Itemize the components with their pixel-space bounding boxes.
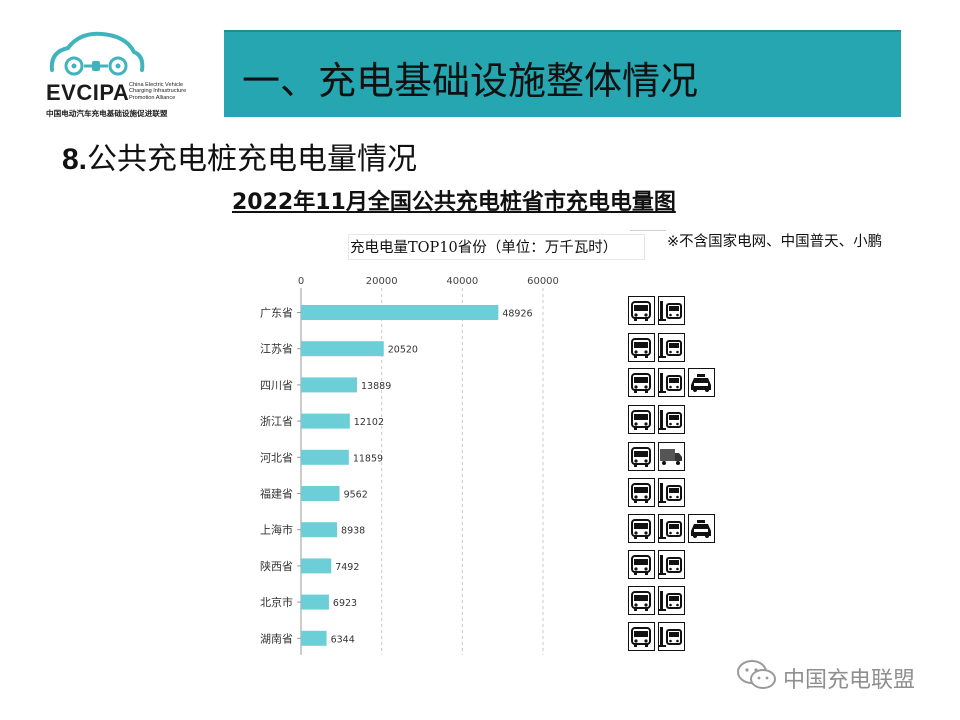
bus-icon (628, 550, 655, 579)
category-label: 北京市 (260, 595, 293, 609)
category-label: 陕西省 (260, 559, 293, 573)
truck-icon (658, 442, 685, 471)
data-label: 48926 (502, 309, 532, 320)
evcipa-logo: EVCIPA China Electric Vehicle Charging I… (46, 28, 196, 120)
logo-cn-name: 中国电动汽车充电基础设施促进联盟 (46, 109, 168, 118)
station-bus-icon (658, 622, 685, 651)
bar (301, 594, 329, 610)
bus-icon (628, 514, 655, 543)
station-bus-icon (658, 514, 685, 543)
bar (301, 413, 350, 429)
footnote: ※不含国家电网、中国普天、小鹏 (667, 234, 883, 250)
page-title: 一、充电基础设施整体情况 (242, 59, 699, 103)
category-label: 广东省 (260, 307, 293, 320)
bus-icon (628, 478, 655, 507)
wechat-icon (737, 660, 776, 689)
vehicle-icons (628, 292, 728, 654)
bus-icon (628, 333, 655, 362)
bar (301, 558, 332, 574)
data-label: 8938 (341, 526, 365, 537)
category-label: 福建省 (260, 487, 293, 501)
data-label: 6344 (331, 634, 355, 645)
bar (301, 305, 499, 320)
bar (301, 377, 358, 393)
bus-icon (628, 296, 655, 325)
bus-icon (628, 368, 655, 397)
category-label: 四川省 (260, 379, 293, 392)
tick-label: 20000 (366, 276, 398, 287)
bar (301, 341, 384, 357)
data-label: 13889 (361, 381, 391, 392)
ev-car-logo-icon (49, 31, 145, 76)
plot-title: 充电电量TOP10省份（单位：万千瓦时） (350, 240, 618, 256)
data-label: 12102 (354, 417, 384, 428)
section-title-text: 公共充电桩充电电量情况 (87, 142, 418, 177)
chart-title: 2022年11月全国公共充电桩省市充电电量图 (232, 190, 676, 215)
station-bus-icon (658, 478, 685, 507)
data-label: 20520 (388, 345, 418, 356)
station-bus-icon (658, 586, 685, 615)
bar (301, 522, 338, 538)
category-label: 湖南省 (260, 632, 293, 645)
plot-title-frame (348, 234, 645, 260)
tick-label: 0 (298, 276, 304, 287)
data-label: 6923 (333, 598, 357, 609)
logo-tagline: China Electric Vehicle Charging Infrastr… (129, 82, 187, 101)
watermark-text: 中国充电联盟 (783, 668, 916, 693)
taxi-icon (688, 368, 715, 397)
bar (301, 486, 340, 501)
category-label: 浙江省 (260, 415, 293, 428)
bus-icon (628, 622, 655, 651)
logo-wordmark: EVCIPA (46, 80, 130, 105)
tick-label: 60000 (527, 276, 559, 287)
station-bus-icon (658, 296, 685, 325)
station-bus-icon (658, 333, 685, 362)
data-label: 7492 (335, 562, 359, 573)
header-banner: 一、充电基础设施整体情况 (224, 30, 901, 117)
tick-label: 40000 (446, 276, 478, 287)
station-bus-icon (658, 368, 685, 397)
bar-chart-svg: 0 20000 40000 60000 广东省 48926 江苏省 20520 四川省 13889… (260, 276, 559, 655)
bus-icon (628, 405, 655, 434)
bus-icon (628, 442, 655, 471)
taxi-icon (688, 514, 715, 543)
watermark: 中国充电联盟 (735, 658, 935, 694)
category-label: 上海市 (260, 523, 293, 537)
bar-chart: 充电电量TOP10省份（单位：万千瓦时） 0 20000 40000 60000 广东省… (240, 230, 645, 660)
section-title: 8.公共充电桩充电电量情况 (62, 134, 417, 178)
bar (301, 630, 327, 646)
category-label: 河北省 (260, 451, 293, 464)
category-label: 江苏省 (260, 343, 293, 356)
bus-icon (628, 586, 655, 615)
section-number: 8. (62, 143, 88, 176)
station-bus-icon (658, 405, 685, 434)
data-label: 9562 (344, 490, 368, 501)
data-label: 11859 (353, 453, 383, 464)
bar (301, 449, 349, 465)
station-bus-icon (658, 550, 685, 579)
note-frame (630, 230, 666, 253)
